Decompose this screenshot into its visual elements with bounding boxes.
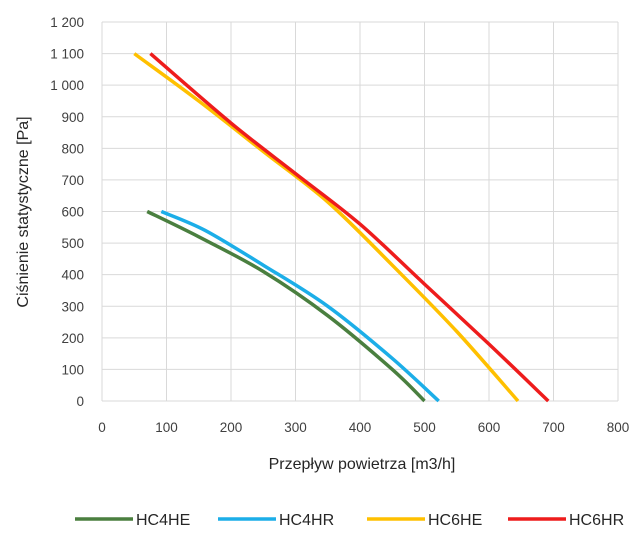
y-tick-label: 0 xyxy=(76,394,84,409)
y-tick-label: 800 xyxy=(61,141,84,156)
y-tick-label: 300 xyxy=(61,299,84,314)
y-tick-label: 700 xyxy=(61,173,84,188)
series-lines xyxy=(133,52,550,403)
y-tick-label: 900 xyxy=(61,110,84,125)
legend-label: HC4HE xyxy=(136,512,190,529)
y-tick-label: 1 200 xyxy=(50,15,84,30)
series-line-hc6he xyxy=(133,52,520,403)
legend-label: HC6HE xyxy=(428,512,482,529)
series-line-hc4hr xyxy=(160,209,440,403)
legend-label: HC4HR xyxy=(279,512,334,529)
y-tick-label: 200 xyxy=(61,331,84,346)
x-tick-label: 700 xyxy=(542,420,565,435)
y-tick-label: 600 xyxy=(61,205,84,220)
x-tick-label: 500 xyxy=(413,420,436,435)
x-tick-label: 300 xyxy=(284,420,307,435)
x-tick-label: 0 xyxy=(98,420,106,435)
y-tick-label: 400 xyxy=(61,268,84,283)
x-axis-title: Przepływ powietrza [m3/h] xyxy=(269,456,456,473)
x-tick-label: 800 xyxy=(607,420,630,435)
y-axis-ticks: 0 100 200 300 400 500 600 700 800 900 1 000 1 100 1 … xyxy=(50,15,84,409)
legend-label: HC6HR xyxy=(569,512,624,529)
series-line-hc4he xyxy=(146,209,426,403)
y-tick-label: 500 xyxy=(61,236,84,251)
x-tick-label: 600 xyxy=(478,420,501,435)
y-axis-title: Ciśnienie statystyczne [Pa] xyxy=(15,116,32,307)
legend: HC4HE HC4HR HC6HE HC6HR xyxy=(75,512,624,529)
x-tick-label: 100 xyxy=(155,420,178,435)
x-axis-ticks: 0 100 200 300 400 500 600 700 800 xyxy=(98,420,629,435)
y-tick-label: 1 100 xyxy=(50,47,84,62)
x-tick-label: 200 xyxy=(220,420,243,435)
y-tick-label: 100 xyxy=(61,362,84,377)
x-tick-label: 400 xyxy=(349,420,372,435)
y-tick-label: 1 000 xyxy=(50,78,84,93)
series-line-hc6hr xyxy=(149,52,550,403)
